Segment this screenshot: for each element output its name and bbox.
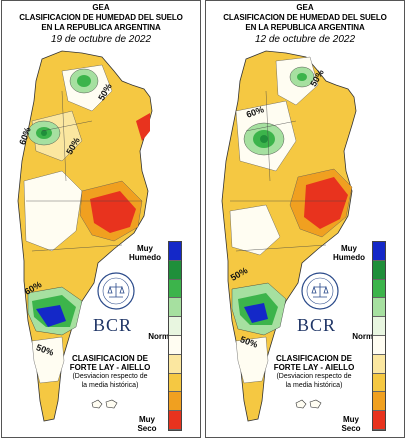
legend-color-bar bbox=[168, 241, 182, 431]
classification-note: CLASIFICACION DE FORTE LAY - AIELLO (Des… bbox=[54, 354, 166, 390]
legend-swatch bbox=[169, 260, 181, 280]
gea-label: GEA bbox=[92, 3, 110, 12]
bcr-logo-text: BCR bbox=[93, 315, 133, 335]
classification-line2: FORTE LAY - AIELLO bbox=[273, 363, 355, 372]
classification-note: CLASIFICACION DE FORTE LAY - AIELLO (Des… bbox=[258, 354, 370, 390]
legend-swatch bbox=[169, 279, 181, 299]
bcr-seal-icon bbox=[97, 272, 135, 310]
legend-color-bar bbox=[372, 241, 386, 431]
legend-swatch bbox=[373, 317, 385, 336]
legend-swatch bbox=[373, 373, 385, 393]
legend-swatch bbox=[373, 279, 385, 299]
map-title-block: GEA CLASIFICACION DE HUMEDAD DEL SUELO E… bbox=[2, 3, 200, 45]
legend-swatch bbox=[169, 411, 181, 430]
legend-swatch bbox=[373, 392, 385, 412]
legend-swatch bbox=[169, 242, 181, 261]
classification-line1: CLASIFICACION DE bbox=[276, 354, 352, 363]
map-date: 12 de octubre de 2022 bbox=[254, 34, 356, 45]
map-panel-oct-19: GEA CLASIFICACION DE HUMEDAD DEL SUELO E… bbox=[1, 0, 201, 438]
legend-swatch bbox=[169, 298, 181, 318]
classification-line1: CLASIFICACION DE bbox=[72, 354, 148, 363]
soil-moisture-map bbox=[221, 50, 357, 422]
legend-swatch bbox=[169, 335, 181, 355]
note-line1: (Desviacion respecto de bbox=[72, 373, 148, 380]
note-line2: la media histórica) bbox=[81, 382, 139, 389]
map-title-line1: CLASIFICACION DE HUMEDAD DEL SUELO bbox=[19, 13, 183, 22]
legend-normal-label: Normal bbox=[352, 332, 380, 341]
legend-swatch bbox=[373, 242, 385, 261]
legend-wet-label: Muy Humedo bbox=[129, 244, 161, 262]
gea-label: GEA bbox=[296, 3, 314, 12]
soil-moisture-map bbox=[17, 50, 153, 422]
bcr-seal-icon bbox=[301, 272, 339, 310]
malvinas-islands-icon bbox=[91, 399, 118, 409]
legend-swatch bbox=[373, 335, 385, 355]
legend-dry-label: Muy Seco bbox=[137, 415, 157, 433]
legend-swatch bbox=[169, 373, 181, 393]
legend-swatch bbox=[169, 317, 181, 336]
legend-swatch bbox=[373, 411, 385, 430]
legend-swatch bbox=[169, 392, 181, 412]
map-title-line2: EN LA REPUBLICA ARGENTINA bbox=[245, 23, 365, 32]
legend-swatch bbox=[373, 354, 385, 374]
map-title-line2: EN LA REPUBLICA ARGENTINA bbox=[41, 23, 161, 32]
legend-dry-label: Muy Seco bbox=[341, 415, 361, 433]
classification-line2: FORTE LAY - AIELLO bbox=[69, 363, 151, 372]
bcr-logo-text: BCR bbox=[297, 315, 337, 335]
map-panel-oct-12: GEA CLASIFICACION DE HUMEDAD DEL SUELO E… bbox=[205, 0, 405, 438]
malvinas-islands-icon bbox=[295, 399, 322, 409]
legend-swatch bbox=[373, 260, 385, 280]
legend-swatch bbox=[169, 354, 181, 374]
map-title-line1: CLASIFICACION DE HUMEDAD DEL SUELO bbox=[223, 13, 387, 22]
note-line1: (Desviacion respecto de bbox=[276, 373, 352, 380]
legend-swatch bbox=[373, 298, 385, 318]
note-line2: la media histórica) bbox=[285, 382, 343, 389]
map-date: 19 de octubre de 2022 bbox=[50, 34, 152, 45]
legend-normal-label: Normal bbox=[148, 332, 176, 341]
map-title-block: GEA CLASIFICACION DE HUMEDAD DEL SUELO E… bbox=[206, 3, 404, 45]
legend-wet-label: Muy Humedo bbox=[333, 244, 365, 262]
